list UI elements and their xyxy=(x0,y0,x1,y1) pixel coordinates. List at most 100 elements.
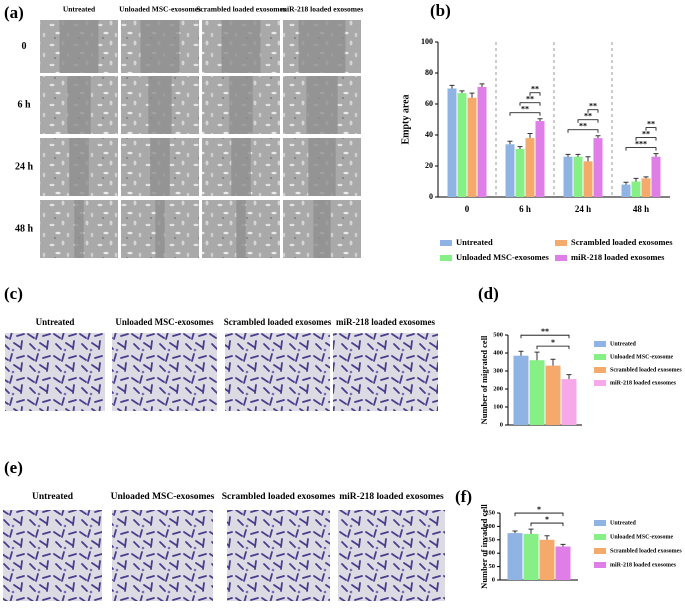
micrograph xyxy=(225,333,330,411)
legend-label: miR-218 loaded exosomes xyxy=(610,562,677,568)
column-header: Untreated xyxy=(63,5,96,14)
bar xyxy=(583,161,593,197)
wound-gap xyxy=(69,138,89,196)
y-tick-label: 250 xyxy=(485,509,495,516)
legend-swatch xyxy=(594,520,606,526)
error-bar xyxy=(518,350,524,356)
row-label: 0 xyxy=(22,41,27,52)
legend-label: Unloaded MSC-exosome xyxy=(610,354,674,360)
column-header: Scrambled loaded exosomes xyxy=(224,317,332,327)
row-label: 6 h xyxy=(17,99,31,110)
legend-swatch xyxy=(594,534,606,540)
legend-label: Unloaded MSC-exosome xyxy=(610,534,674,540)
error-bar xyxy=(566,374,572,380)
y-tick-label: 0 xyxy=(492,576,495,583)
panel-label: (d) xyxy=(478,284,499,303)
y-tick-label: 100 xyxy=(493,403,503,410)
significance-bracket xyxy=(645,127,657,131)
error-bar xyxy=(528,528,534,534)
significance-label: * xyxy=(551,338,555,347)
panel-label: (b) xyxy=(430,1,451,20)
bar xyxy=(555,546,571,580)
significance-bracket xyxy=(587,109,599,113)
panel-label: (e) xyxy=(4,458,23,477)
y-tick-label: 20 xyxy=(425,161,433,170)
error-bar xyxy=(527,132,533,139)
micrograph xyxy=(112,333,217,411)
bar xyxy=(545,365,561,425)
error-bar xyxy=(595,135,601,139)
wound-gap xyxy=(236,200,246,258)
error-bar xyxy=(585,156,591,162)
error-bar xyxy=(550,358,556,366)
legend-label: miR-218 loaded exosomes xyxy=(571,252,665,262)
row-label: 48 h xyxy=(15,223,34,234)
bar xyxy=(447,88,457,197)
significance-label: *** xyxy=(635,139,647,148)
error-bar xyxy=(643,176,649,179)
legend-label: Untreated xyxy=(610,520,637,526)
significance-bracket xyxy=(577,119,599,123)
x-tick-label: 6 h xyxy=(519,204,531,214)
significance-bracket xyxy=(509,112,541,116)
wound-gap xyxy=(231,138,251,196)
wound-gap xyxy=(306,76,338,134)
y-tick-label: 50 xyxy=(489,563,496,570)
y-tick-label: 500 xyxy=(493,331,503,338)
significance-label: * xyxy=(545,515,549,524)
legend-label: Unloaded MSC-exosomes xyxy=(456,252,549,262)
bar xyxy=(651,156,661,197)
legend-swatch xyxy=(555,240,567,246)
error-bar xyxy=(507,140,513,145)
y-tick-label: 300 xyxy=(493,367,503,374)
bar xyxy=(563,156,573,197)
error-bar xyxy=(575,153,581,157)
legend-swatch xyxy=(594,562,606,568)
bar xyxy=(529,360,545,425)
significance-bracket xyxy=(536,345,570,350)
error-bar xyxy=(565,153,571,157)
wound-gap xyxy=(313,200,331,258)
significance-bracket xyxy=(530,522,564,527)
bar xyxy=(457,93,467,197)
bar xyxy=(513,355,529,425)
micrograph xyxy=(333,333,438,411)
bar xyxy=(535,121,545,197)
column-header: Untreated xyxy=(32,492,74,502)
column-header: Unloaded MSC-exosomes xyxy=(115,317,214,327)
micrograph xyxy=(5,333,105,411)
significance-bracket xyxy=(520,334,570,339)
panel-label: (f) xyxy=(455,487,472,506)
wound-gap xyxy=(74,200,84,258)
wound-gap xyxy=(229,76,253,134)
y-tick-label: 200 xyxy=(493,385,503,392)
column-header: Unloaded MSC-exosomes xyxy=(119,5,201,14)
micrograph xyxy=(338,510,445,601)
significance-label: ** xyxy=(647,119,655,128)
significance-label: ** xyxy=(584,112,592,121)
bar xyxy=(539,539,555,580)
significance-bracket xyxy=(635,137,657,141)
significance-bracket xyxy=(519,102,541,106)
wound-gap xyxy=(140,20,180,73)
legend-swatch xyxy=(594,354,606,360)
error-bar xyxy=(544,535,550,540)
panel-label: (a) xyxy=(4,3,24,22)
significance-label: ** xyxy=(531,85,539,94)
error-bar xyxy=(534,351,540,361)
bar xyxy=(477,86,487,197)
wound-gap xyxy=(148,76,172,134)
error-bar xyxy=(653,153,659,157)
legend-swatch xyxy=(440,255,452,261)
y-tick-label: 100 xyxy=(485,550,495,557)
legend-label: Scrambled loaded exosomes xyxy=(610,548,682,554)
y-tick-label: 40 xyxy=(425,130,433,139)
micrograph xyxy=(227,510,330,601)
legend-label: miR-218 loaded exosomes xyxy=(610,380,677,386)
bar xyxy=(515,148,525,197)
significance-label: ** xyxy=(541,327,549,336)
bar xyxy=(505,144,515,197)
y-tick-label: 100 xyxy=(421,37,433,46)
bar xyxy=(573,156,583,197)
